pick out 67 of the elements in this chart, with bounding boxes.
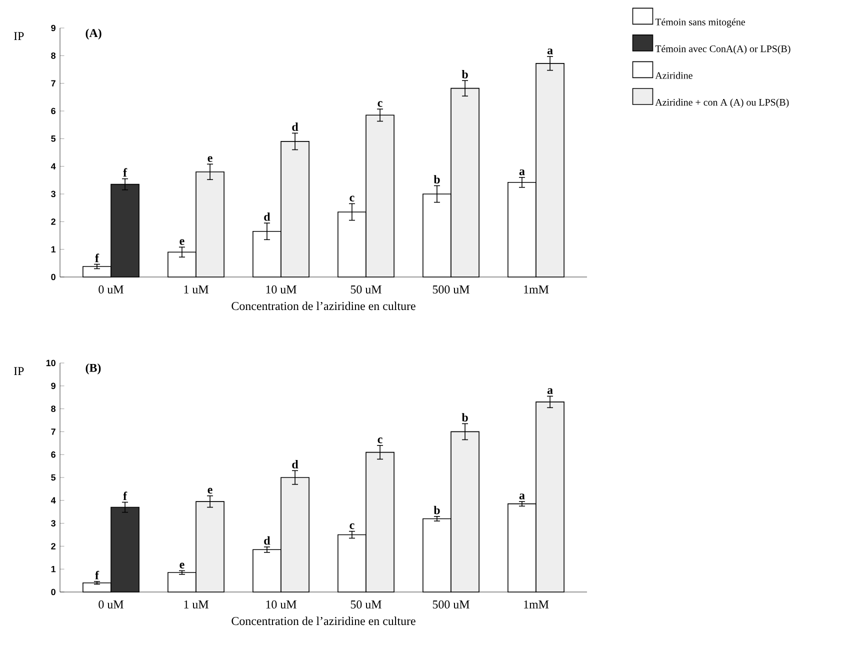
y-tick-label: 9	[51, 24, 56, 32]
annotation: e	[208, 488, 212, 494]
annotation: a	[519, 169, 525, 176]
y-tick-label: 0	[51, 274, 56, 280]
annotation: b	[434, 506, 440, 514]
annotation: d	[264, 536, 270, 545]
annotation: f	[95, 254, 100, 262]
y-tick-label: 9	[51, 382, 56, 390]
y-tick-label: 4	[50, 497, 56, 504]
annotation: f	[95, 570, 100, 580]
annotation: f	[123, 492, 128, 500]
y-tick-label: 1	[51, 246, 56, 252]
y-tick-label: 4	[50, 163, 56, 170]
x-tick-label: 1 uM	[184, 285, 208, 294]
legend-label: Aziridine + con A (A) ou LPS(B)	[655, 98, 789, 108]
annotation: b	[434, 175, 440, 184]
y-tick-label: 8	[51, 52, 56, 59]
annotation: d	[292, 460, 298, 468]
annotation: c	[350, 523, 354, 530]
annotation: e	[208, 156, 212, 162]
annotation: c	[378, 438, 382, 444]
y-tick-label: 6	[51, 451, 56, 458]
y-axis-title: IP	[14, 367, 24, 376]
chart-title: (B)	[86, 363, 101, 374]
x-tick-label: 1mM	[524, 600, 549, 608]
y-tick-label: 5	[51, 474, 56, 481]
annotation: b	[462, 413, 468, 422]
annotation: f	[123, 168, 128, 177]
annotation: e	[180, 562, 184, 569]
y-tick-label: 5	[51, 136, 56, 142]
y-tick-label: 7	[51, 428, 56, 435]
y-tick-label: 2	[51, 218, 56, 225]
annotation: d	[264, 212, 270, 221]
x-tick-label: 10 uM	[266, 285, 296, 294]
annotation: b	[462, 70, 468, 78]
annotation: e	[180, 239, 184, 245]
x-tick-label: 1 uM	[184, 600, 208, 608]
y-tick-label: 0	[51, 588, 56, 596]
x-tick-label: 50 uM	[350, 285, 382, 294]
legend-label: Témoin sans mitogéne	[655, 18, 745, 28]
legend-label: Témoin avec ConA(A) or LPS(B)	[655, 45, 790, 54]
x-tick-label: 10 uM	[266, 600, 296, 608]
x-tick-label: 500 uM	[432, 285, 470, 294]
y-tick-label: 10	[46, 360, 56, 366]
x-tick-label: 50 uM	[350, 600, 382, 608]
annotation: a	[547, 48, 553, 54]
annotation: a	[547, 388, 553, 394]
y-tick-label: 6	[51, 108, 56, 114]
legend-label: Aziridine	[655, 72, 692, 79]
x-axis-title: Concentration de l’aziridine en culture	[232, 302, 416, 310]
x-tick-label: 0 uM	[98, 600, 124, 608]
chart-title: (A)	[86, 28, 102, 40]
y-tick-label: 8	[51, 406, 56, 412]
x-tick-label: 1mM	[524, 285, 549, 294]
annotation: d	[292, 122, 298, 131]
y-tick-label: 3	[51, 520, 56, 526]
y-tick-label: 7	[51, 80, 56, 86]
annotation: a	[519, 494, 525, 500]
y-tick-label: 2	[51, 543, 56, 550]
annotation: c	[378, 101, 382, 107]
annotation: c	[350, 196, 354, 202]
y-tick-label: 1	[51, 566, 56, 572]
x-tick-label: 0 uM	[98, 285, 124, 294]
y-axis-title: IP	[14, 32, 24, 40]
x-tick-label: 500 uM	[432, 600, 470, 608]
x-axis-title: Concentration de l’aziridine en culture	[232, 616, 416, 626]
y-tick-label: 3	[51, 190, 56, 198]
